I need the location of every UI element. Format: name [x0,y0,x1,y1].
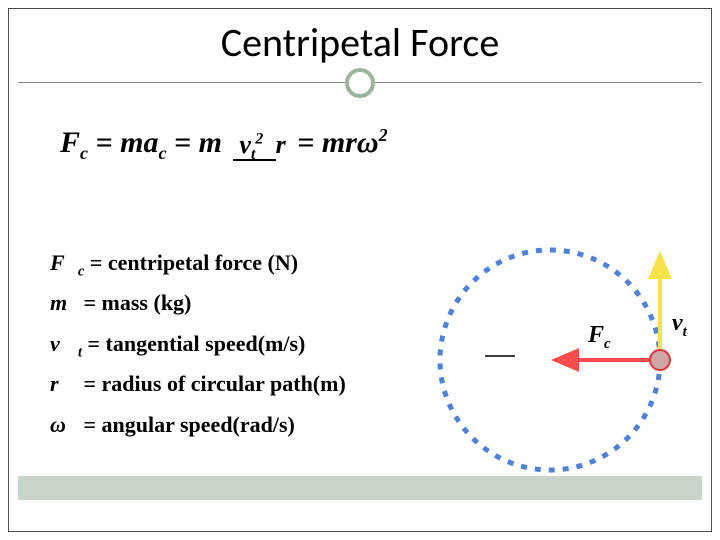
circular-motion-diagram: Fc vt [410,230,700,490]
eq-eq2: = [174,126,199,159]
eq-frac-den: r [276,128,286,159]
def-sym: ω [50,406,78,445]
vt-label-main: v [672,310,683,336]
def-row: r = radius of circular path(m) [50,365,346,405]
eq-fraction: vt2 r [233,127,285,164]
def-eq: = [84,371,102,396]
main-equation: Fc = mac = m vt2 r = mrω2 [60,125,388,164]
def-desc: centripetal force (N) [108,250,298,275]
fc-label: Fc [587,322,611,352]
particle [650,350,670,370]
eq-frac-num: vt2 [233,130,275,161]
eq-eq3: = [297,126,322,159]
def-sym: m [50,284,78,323]
eq-eq1: = [96,126,121,159]
eq-term3-sup: 2 [379,125,388,145]
diagram-svg: Fc vt [410,230,700,490]
vt-label-sub: t [683,324,688,340]
eq-term1: ma [120,126,158,159]
eq-frac-v: v [239,130,251,159]
eq-frac-v-sub: t [251,146,255,163]
eq-term2-m: m [199,126,222,159]
def-desc: radius of circular path(m) [102,371,346,396]
def-row: Fc = centripetal force (N) [50,244,346,284]
eq-term1-sub: c [158,143,166,163]
definitions-list: Fc = centripetal force (N) m = mass (kg)… [50,244,346,446]
def-eq: = [84,412,102,437]
def-sub: t [78,344,82,360]
fc-label-sub: c [604,336,611,352]
def-sym: F [50,244,78,283]
def-row: vt = tangential speed(m/s) [50,325,346,365]
def-desc: mass (kg) [102,290,192,315]
eq-frac-v-sup: 2 [255,130,263,147]
def-sym: r [50,365,78,404]
eq-lhs: F [60,126,80,159]
def-eq: = [87,331,105,356]
def-sub: c [78,263,84,279]
fc-label-main: F [587,322,604,348]
eq-term3: mrω [322,126,379,159]
slide-title: Centripetal Force [0,18,720,67]
def-desc: angular speed(rad/s) [102,412,295,437]
def-sym: v [50,325,78,364]
def-desc: tangential speed(m/s) [106,331,306,356]
def-eq: = [84,290,102,315]
def-row: m = mass (kg) [50,284,346,324]
title-underline-circle [345,68,375,98]
def-row: ω = angular speed(rad/s) [50,406,346,446]
eq-lhs-sub: c [80,143,88,163]
def-eq: = [90,250,108,275]
vt-label: vt [672,310,688,340]
